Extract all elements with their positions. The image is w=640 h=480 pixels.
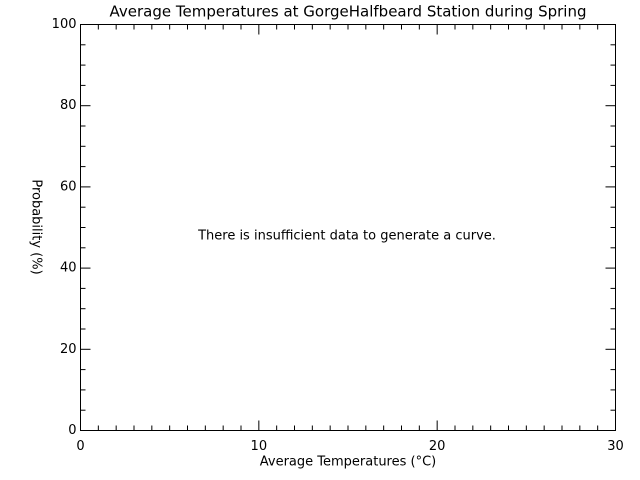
- chart-title: Average Temperatures at GorgeHalfbeard S…: [110, 3, 587, 21]
- y-axis-label: Probability (%): [29, 179, 44, 274]
- y-tick-label: 0: [68, 423, 76, 438]
- y-tick-label: 80: [60, 98, 77, 113]
- annotation: There is insufficient data to generate a…: [197, 229, 496, 244]
- y-tick-label: 40: [60, 261, 77, 276]
- x-tick-label: 30: [607, 439, 624, 454]
- plot-frame: [80, 24, 616, 431]
- x-tick-label: 20: [429, 439, 446, 454]
- y-tick-label: 100: [52, 17, 77, 32]
- x-axis-label: Average Temperatures (°C): [260, 455, 437, 470]
- x-tick-label: 10: [251, 439, 268, 454]
- x-tick-label: 0: [76, 439, 84, 454]
- y-tick-label: 20: [60, 342, 77, 357]
- y-tick-label: 60: [60, 179, 77, 194]
